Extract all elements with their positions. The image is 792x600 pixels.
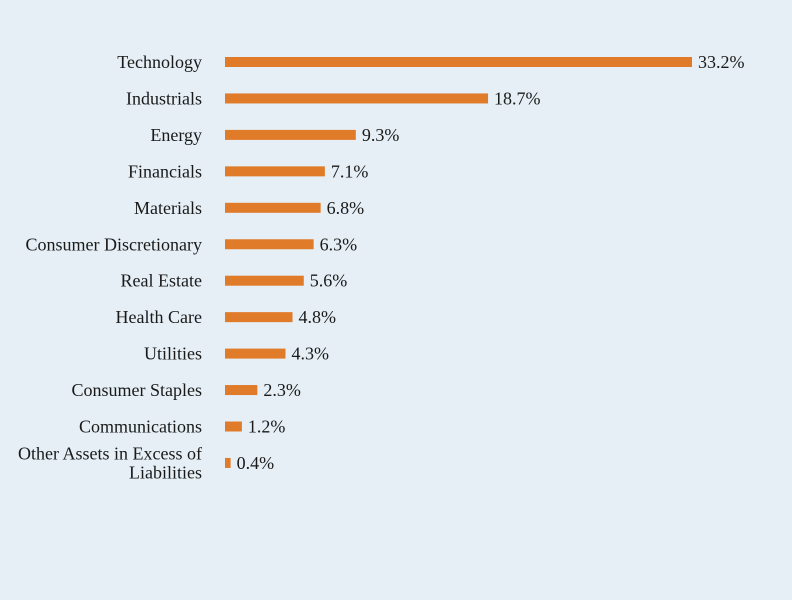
bar bbox=[225, 385, 258, 396]
category-label: Communications bbox=[79, 417, 202, 437]
bar bbox=[225, 93, 489, 104]
bar bbox=[225, 202, 321, 213]
bar bbox=[225, 348, 286, 359]
value-label: 1.2% bbox=[248, 417, 286, 437]
value-label: 9.3% bbox=[362, 125, 400, 145]
value-label: 2.3% bbox=[263, 380, 301, 400]
value-label: 0.4% bbox=[237, 453, 275, 473]
category-labels: Technology Industrials Energy Financials Mat… bbox=[18, 52, 202, 482]
bar bbox=[225, 312, 293, 323]
category-label: Consumer Staples bbox=[72, 380, 203, 400]
category-label: Industrials bbox=[126, 88, 202, 108]
category-label: Energy bbox=[150, 125, 202, 145]
value-label: 4.8% bbox=[299, 307, 337, 327]
category-label: Health Care bbox=[116, 307, 202, 327]
value-label: 6.3% bbox=[320, 234, 358, 254]
value-label: 33.2% bbox=[698, 52, 745, 72]
bars-group bbox=[225, 57, 692, 468]
value-label: 4.3% bbox=[291, 344, 329, 364]
bar bbox=[225, 421, 242, 432]
category-label: Other Assets in Excess of Liabilities bbox=[18, 443, 202, 482]
value-labels: 33.2% 18.7% 9.3% 7.1% 6.8% 6.3% 5.6% 4.8% 4.3% 2.… bbox=[237, 52, 745, 473]
value-label: 7.1% bbox=[331, 161, 369, 181]
bar bbox=[225, 57, 692, 67]
value-label: 5.6% bbox=[310, 271, 348, 291]
bar bbox=[225, 166, 325, 177]
category-label: Consumer Discretionary bbox=[26, 234, 202, 254]
value-label: 18.7% bbox=[494, 88, 541, 108]
bar bbox=[225, 457, 231, 468]
bar bbox=[225, 129, 356, 140]
category-label: Technology bbox=[117, 52, 202, 72]
value-label: 6.8% bbox=[327, 198, 365, 218]
category-label: Real Estate bbox=[121, 271, 202, 291]
category-label: Utilities bbox=[144, 344, 202, 364]
bar bbox=[225, 239, 314, 250]
category-label: Financials bbox=[128, 161, 202, 181]
bar bbox=[225, 275, 304, 286]
category-label: Materials bbox=[134, 198, 202, 218]
